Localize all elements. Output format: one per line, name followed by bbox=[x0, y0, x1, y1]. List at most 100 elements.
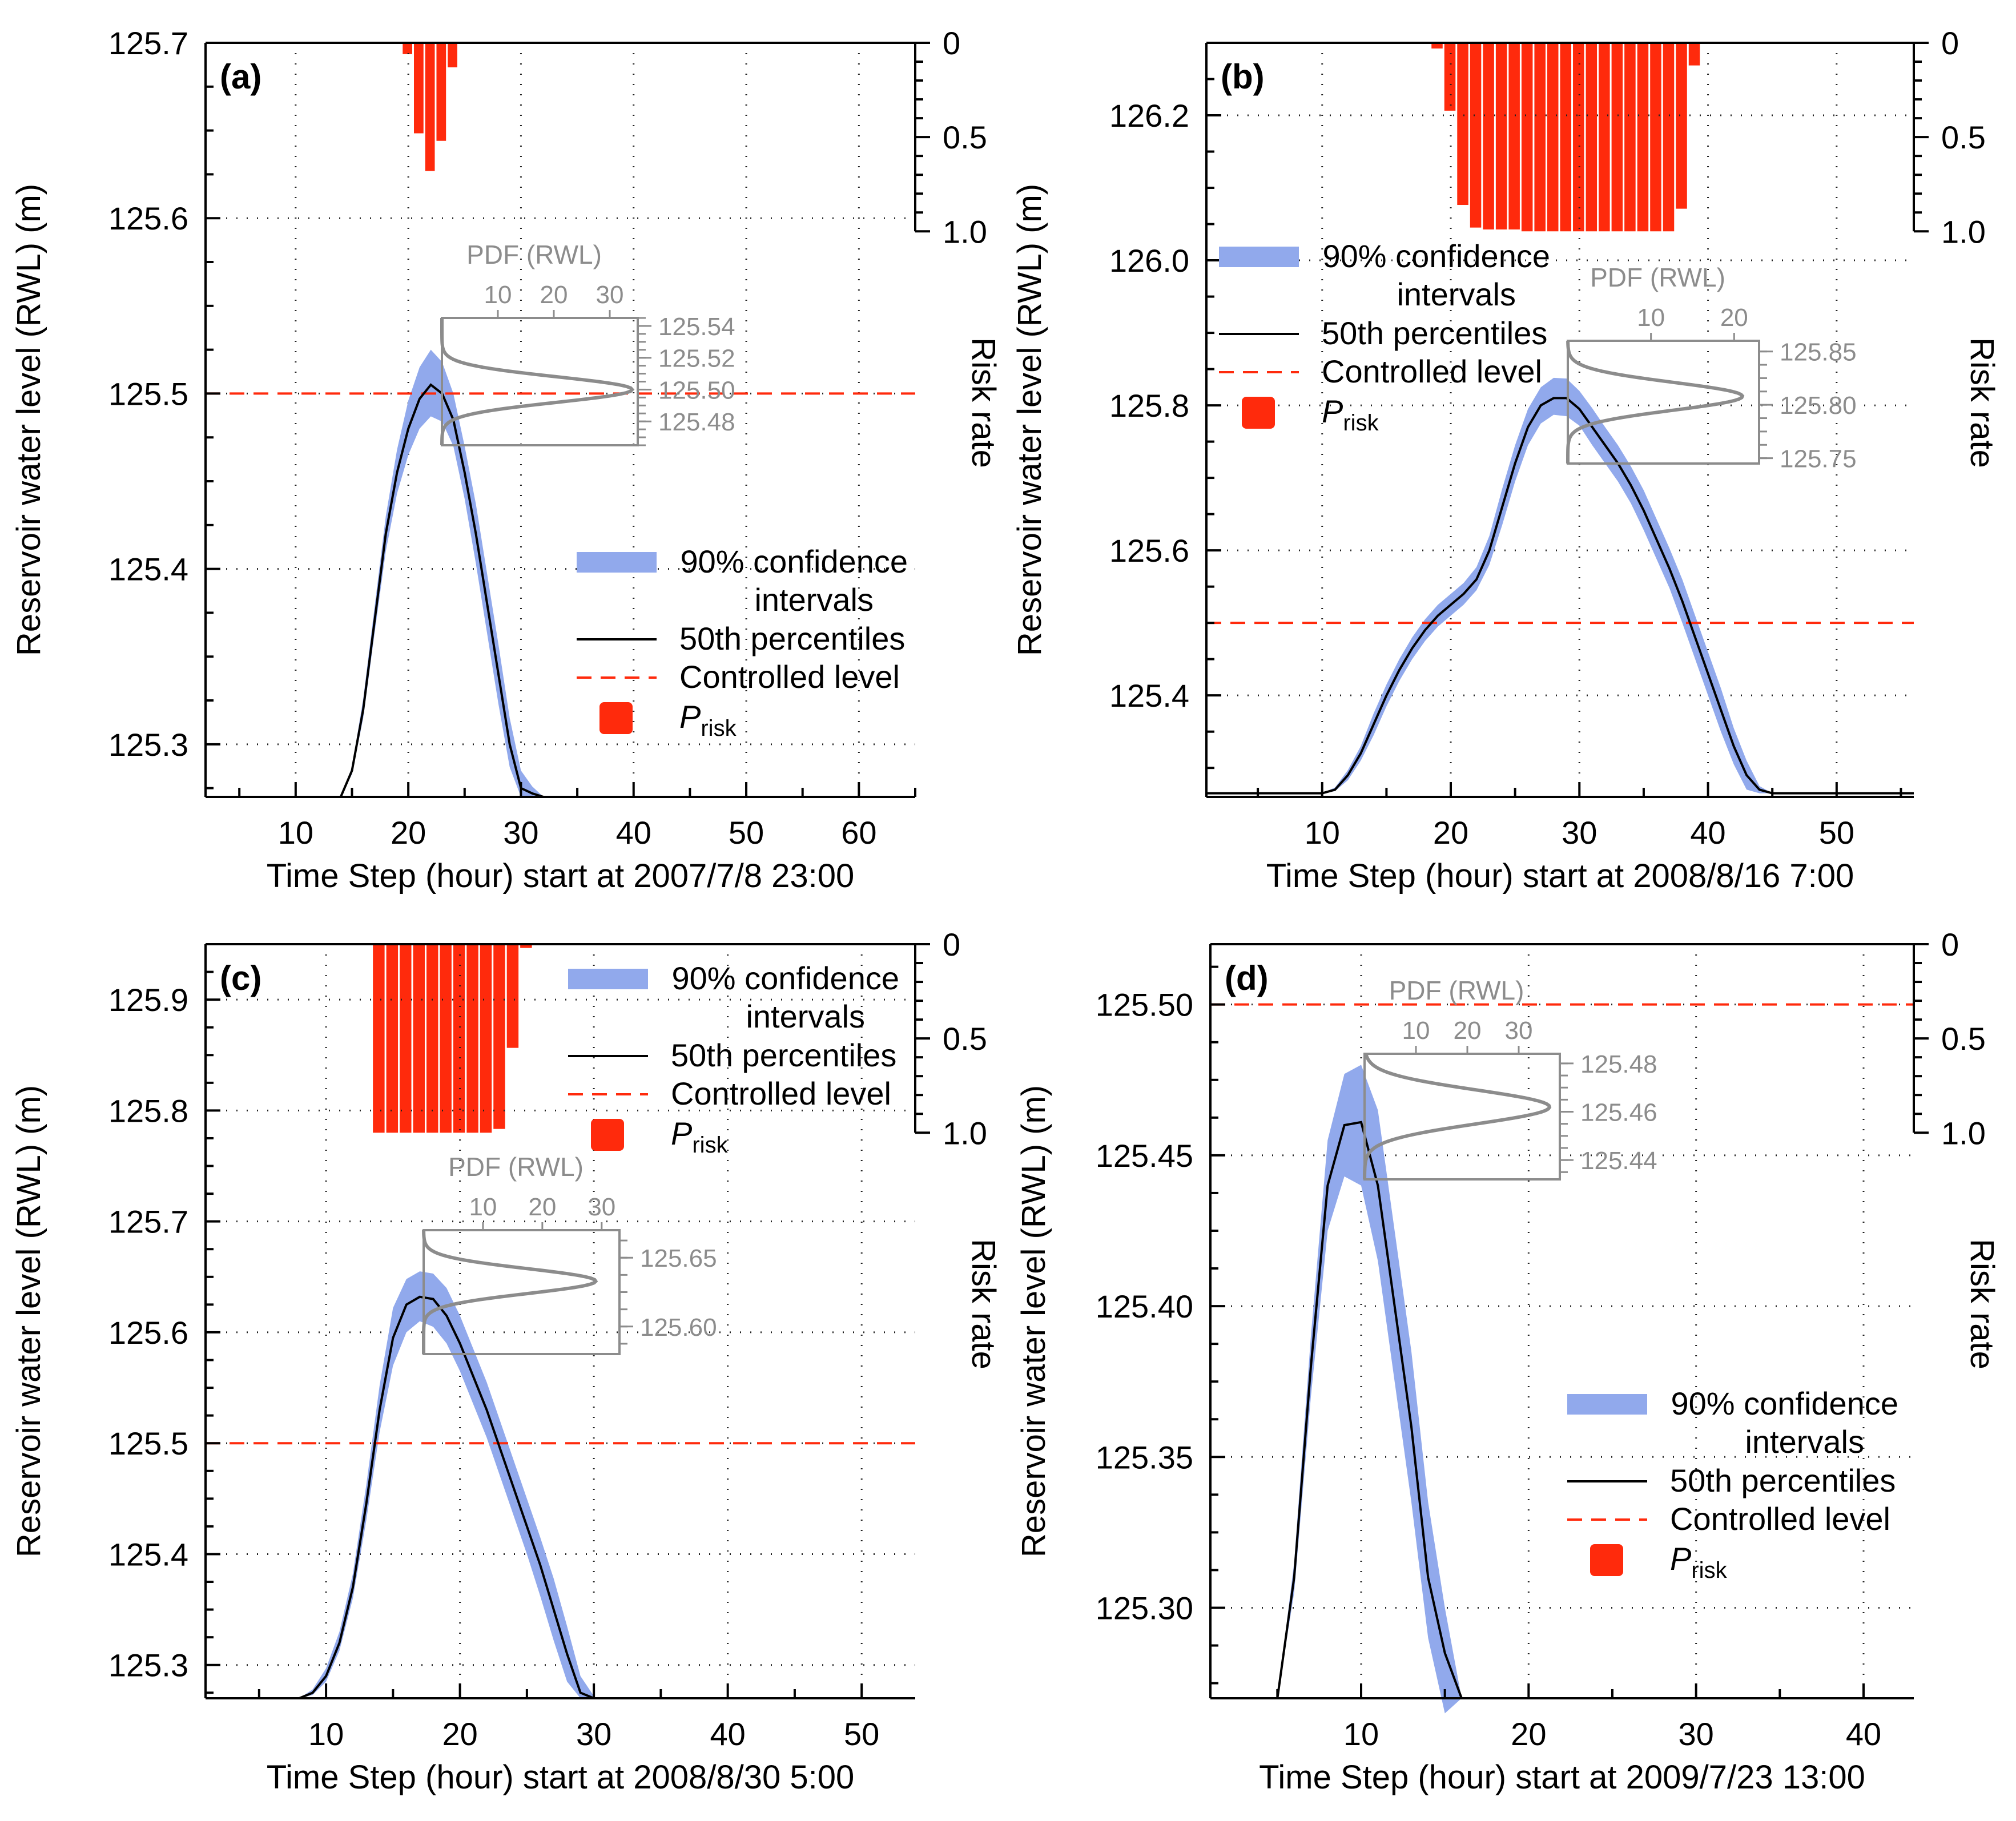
y-tick-label: 125.3 bbox=[108, 727, 188, 763]
risk-bar bbox=[1508, 43, 1520, 229]
pdf-x-tick-label: 20 bbox=[528, 1193, 556, 1221]
risk-bar bbox=[520, 944, 532, 948]
legend-risk-label: Prisk bbox=[1322, 393, 1379, 436]
legend-risk-label: Prisk bbox=[671, 1115, 729, 1158]
pdf-x-tick-label: 20 bbox=[540, 281, 568, 309]
x-tick-label: 40 bbox=[616, 815, 651, 851]
risk-bar bbox=[1457, 43, 1468, 206]
legend-band-label-2: intervals bbox=[1397, 276, 1516, 312]
risk-bar bbox=[1611, 43, 1623, 232]
pdf-rwl-tick-label: 125.65 bbox=[640, 1244, 717, 1272]
x-tick-label: 50 bbox=[1819, 815, 1854, 851]
y-tick-label: 125.6 bbox=[1109, 533, 1189, 569]
pdf-x-tick-label: 30 bbox=[588, 1193, 615, 1221]
x-tick-label: 50 bbox=[844, 1716, 879, 1752]
x-tick-label: 30 bbox=[576, 1716, 611, 1752]
pdf-rwl-tick-label: 125.48 bbox=[658, 408, 735, 436]
pdf-rwl-tick-label: 125.80 bbox=[1780, 392, 1857, 420]
x-tick-label: 60 bbox=[841, 815, 876, 851]
risk-bar bbox=[1624, 43, 1636, 232]
y-tick-label: 125.5 bbox=[108, 1425, 188, 1461]
pdf-inset-frame bbox=[1363, 1053, 1561, 1181]
risk-axis-title: Risk rate bbox=[965, 337, 1002, 468]
risk-tick-label: 1.0 bbox=[943, 213, 987, 249]
pdf-rwl-tick-label: 125.46 bbox=[1580, 1099, 1657, 1127]
y-tick-label: 125.3 bbox=[108, 1647, 188, 1683]
panel-b: 0 0.5 1.0 10 20 30 40 50 125.4 125.6 125.8 126.0 126… bbox=[1011, 25, 2001, 895]
pdf-rwl-tick-label: 125.52 bbox=[658, 345, 735, 373]
legend-risk-swatch bbox=[1242, 397, 1275, 429]
risk-tick-label: 0.5 bbox=[943, 1021, 987, 1057]
x-axis-title: Time Step (hour) start at 2007/7/8 23:00 bbox=[267, 857, 855, 895]
panel-label: (b) bbox=[1221, 58, 1265, 96]
legend-band-label-2: intervals bbox=[1745, 1424, 1864, 1460]
risk-bar bbox=[1534, 43, 1546, 232]
legend-controlled-label: Controlled level bbox=[1670, 1501, 1890, 1537]
risk-bar bbox=[400, 944, 412, 1133]
risk-bar bbox=[436, 43, 446, 141]
x-tick-label: 20 bbox=[442, 1716, 477, 1752]
legend-band-label-2: intervals bbox=[746, 998, 865, 1034]
risk-bar bbox=[1470, 43, 1482, 228]
legend-band-label: 90% confidence bbox=[680, 543, 908, 579]
risk-axis-title: Risk rate bbox=[1963, 1239, 2001, 1369]
pdf-title: PDF (RWL) bbox=[1389, 976, 1524, 1005]
risk-axis-title: Risk rate bbox=[1963, 337, 2001, 468]
pdf-rwl-tick-label: 125.60 bbox=[640, 1314, 717, 1341]
x-tick-label: 20 bbox=[1433, 815, 1468, 851]
pdf-rwl-tick-label: 125.75 bbox=[1780, 445, 1857, 473]
risk-bar bbox=[448, 43, 457, 67]
y-axis-title: Reservoir water level (RWL) (m) bbox=[1011, 184, 1048, 656]
y-tick-label: 125.4 bbox=[108, 1536, 188, 1572]
pdf-title: PDF (RWL) bbox=[1590, 263, 1725, 292]
risk-tick-label: 0.5 bbox=[1941, 119, 1986, 155]
risk-bar bbox=[1560, 43, 1572, 232]
legend-band-swatch bbox=[568, 969, 648, 989]
legend-band-label: 90% confidence bbox=[1671, 1385, 1898, 1421]
risk-bar bbox=[1650, 43, 1661, 232]
pdf-x-tick-label: 30 bbox=[1505, 1017, 1533, 1045]
risk-tick-label: 0 bbox=[943, 926, 960, 962]
y-tick-label: 125.50 bbox=[1096, 987, 1193, 1023]
legend-risk-swatch bbox=[591, 1119, 624, 1151]
pdf-inset-frame bbox=[1567, 340, 1760, 465]
y-tick-label: 125.7 bbox=[108, 25, 188, 61]
y-tick-label: 125.8 bbox=[108, 1093, 188, 1129]
risk-tick-label: 1.0 bbox=[1941, 1115, 1986, 1151]
panel-d: 0 0.5 1.0 10 20 30 40 125.30 125.35 125.40 125.45 1… bbox=[1015, 926, 2001, 1796]
y-tick-label: 126.0 bbox=[1109, 243, 1189, 279]
pdf-rwl-tick-label: 125.85 bbox=[1780, 339, 1857, 366]
pdf-curve bbox=[1363, 1053, 1552, 1180]
pdf-x-tick-label: 10 bbox=[469, 1193, 497, 1221]
risk-tick-label: 0 bbox=[943, 25, 960, 61]
y-axis-title: Reservoir water level (RWL) (m) bbox=[1015, 1085, 1052, 1557]
pdf-x-tick-label: 10 bbox=[1637, 304, 1665, 332]
panel-label: (d) bbox=[1225, 959, 1269, 997]
x-tick-label: 40 bbox=[710, 1716, 746, 1752]
y-tick-label: 125.6 bbox=[108, 1315, 188, 1351]
risk-bar bbox=[425, 43, 435, 171]
risk-axis-title: Risk rate bbox=[965, 1239, 1002, 1369]
y-tick-label: 125.4 bbox=[1109, 678, 1189, 714]
confidence-band bbox=[1322, 377, 1773, 793]
x-tick-label: 30 bbox=[1679, 1716, 1714, 1752]
y-tick-label: 125.8 bbox=[1109, 388, 1189, 424]
panel-label: (c) bbox=[220, 959, 261, 997]
risk-tick-label: 1.0 bbox=[943, 1115, 987, 1151]
legend-band-swatch bbox=[577, 552, 657, 573]
risk-bar bbox=[1688, 43, 1700, 66]
risk-tick-label: 0 bbox=[1941, 25, 1959, 61]
confidence-band bbox=[1277, 1065, 1462, 1714]
legend-median-label: 50th percentiles bbox=[1322, 315, 1547, 351]
panel-label: (a) bbox=[220, 58, 261, 96]
pdf-curve bbox=[1566, 340, 1745, 464]
risk-bar bbox=[1547, 43, 1559, 232]
legend-band-swatch bbox=[1219, 247, 1299, 267]
legend-risk-swatch bbox=[1590, 1544, 1623, 1576]
risk-bar bbox=[1599, 43, 1610, 232]
x-tick-label: 10 bbox=[1305, 815, 1340, 851]
median-line bbox=[1206, 397, 1914, 795]
pdf-curve bbox=[440, 318, 635, 446]
confidence-band bbox=[299, 1271, 594, 1698]
